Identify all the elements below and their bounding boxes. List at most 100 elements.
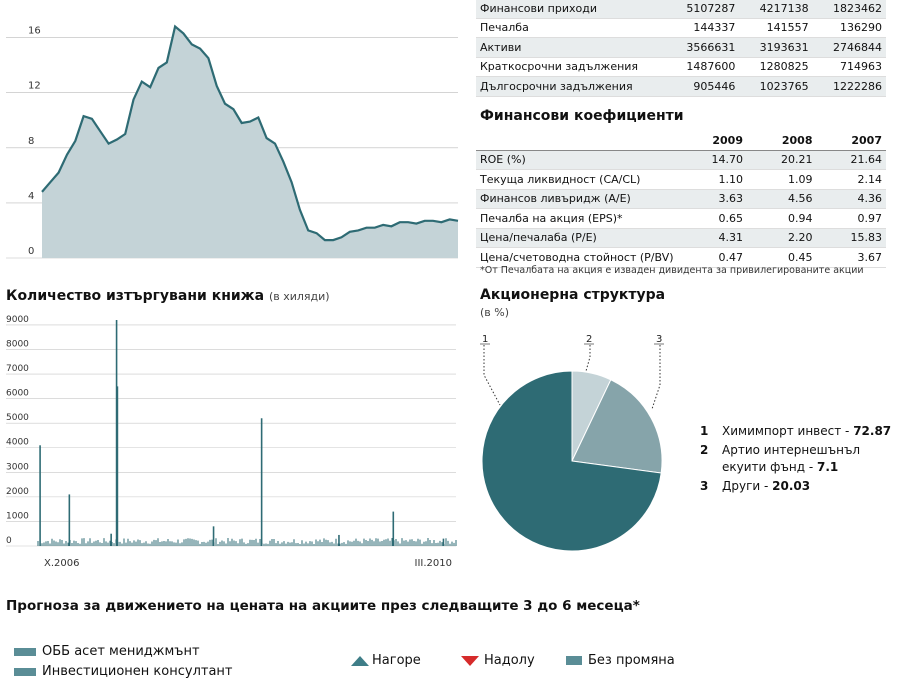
table-cell-value: 1487600 — [666, 57, 740, 77]
shareholders-subtitle: (в %) — [480, 306, 510, 319]
pie-legend-label: Артио интернешънъл — [722, 443, 861, 457]
price-line — [41, 24, 459, 242]
pie-callout-leader — [585, 345, 591, 372]
table-cell-label: ROE (%) — [476, 150, 678, 170]
table-row: Цена/печалаба (P/E) 4.31 2.20 15.83 — [476, 228, 886, 248]
table-cell-label: Печалба на акция (EPS)* — [476, 208, 678, 229]
table-row: Финансов ливъридж (A/E) 3.63 4.56 4.36 — [476, 189, 886, 209]
table-cell-value: 0.47 — [677, 247, 747, 268]
price-chart: 0 4 8 12 16 — [6, 24, 459, 259]
table-cell-label: Цена/печалаба (P/E) — [476, 228, 678, 248]
year-header: 2009 — [677, 131, 747, 151]
table-cell-value: 3193631 — [739, 37, 813, 58]
table-cell-value: 0.97 — [816, 208, 886, 229]
table-cell-value: 2.14 — [816, 169, 886, 190]
pie-legend-label: екуити фънд - — [722, 460, 817, 474]
table-cell-label: Краткосрочни задължения — [476, 57, 666, 77]
pie-callout-leader — [483, 345, 501, 406]
forecast-title: Прогноза за движението на цената на акци… — [6, 598, 640, 614]
volume-tick-label: 8000 — [6, 339, 29, 349]
pie-callout-number: 2 — [586, 334, 592, 345]
volume-chart: 0 1000 2000 3000 4000 5000 6000 7000 8000 9000 X.2… — [6, 315, 457, 569]
table-cell-value: 141557 — [739, 18, 813, 38]
table-cell-value: 0.65 — [677, 208, 747, 229]
table-cell-value: 2746844 — [812, 37, 886, 58]
table-cell-value: 3.63 — [677, 189, 747, 209]
volume-subtitle: (в хиляди) — [268, 290, 330, 303]
ratios-table: 2009 2008 2007 ROE (%) 14.70 20.21 21.64 Текуща… — [476, 131, 886, 268]
table-cell-label: Дългосрочни задължения — [476, 76, 666, 97]
volume-tick-label: 7000 — [6, 364, 29, 374]
pie-slice-3 — [571, 379, 663, 474]
volume-title-text: Количество изтъргувани книжа — [6, 288, 265, 304]
table-cell-value: 21.64 — [816, 150, 886, 170]
pie-legend: 1 Химимпорт инвест - 72.87 2 Артио интернеш… — [700, 423, 891, 497]
volume-chart-title: Количество изтъргувани книжа (в хиляди) — [6, 288, 330, 304]
table-cell-value: 1280825 — [739, 57, 813, 77]
table-header-row: 2009 2008 2007 — [476, 131, 886, 151]
pie-callout-number: 1 — [482, 334, 488, 345]
table-row: Краткосрочни задължения 1487600 1280825 714… — [476, 57, 886, 77]
legend-flat: Без промяна — [566, 653, 675, 668]
pie-legend-number: 2 — [700, 443, 709, 457]
pie-legend-label-line2: екуити фънд - 7.1 — [700, 459, 891, 476]
volume-tick-label: 0 — [6, 536, 12, 546]
table-cell-value: 1222286 — [812, 76, 886, 97]
price-tick-label: 12 — [28, 81, 41, 92]
price-tick-label: 4 — [28, 191, 34, 202]
table-row: Дългосрочни задължения 905446 1023765 12222… — [476, 76, 886, 97]
table-row: Цена/счетоводна стойност (P/BV) 0.47 0.45 3… — [476, 247, 886, 268]
analyst-swatch — [14, 647, 36, 656]
analyst-row-1: ОББ асет мениджмънт — [14, 644, 200, 659]
table-cell-value: 136290 — [812, 18, 886, 38]
pie-legend-value: 20.03 — [772, 479, 811, 493]
volume-tick-label: 6000 — [6, 389, 29, 399]
table-cell-value: 3566631 — [666, 37, 740, 58]
volume-tick-label: 3000 — [6, 462, 29, 472]
volume-tick-label: 2000 — [6, 487, 29, 497]
price-tick-label: 16 — [28, 26, 41, 37]
pie-legend-label: Други - — [722, 479, 773, 493]
table-cell-label: Финансови приходи — [476, 0, 666, 19]
table-cell-value: 4.31 — [677, 228, 747, 248]
volume-tick-label: 4000 — [6, 438, 29, 448]
pie-legend-label: Химимпорт инвест - — [722, 424, 854, 438]
table-row: Активи 3566631 3193631 2746844 — [476, 37, 886, 58]
triangle-up-icon — [351, 655, 369, 666]
table-row: Печалба 144337 141557 136290 — [476, 18, 886, 38]
table-cell-value: 15.83 — [816, 228, 886, 248]
table-cell-value: 144337 — [666, 18, 740, 38]
table-cell-value: 0.94 — [747, 208, 817, 229]
legend-down-label: Надолу — [484, 653, 535, 668]
pie-legend-item: 2 Артио интернешънъл екуити фънд - 7.1 — [700, 442, 891, 476]
table-row: ROE (%) 14.70 20.21 21.64 — [476, 150, 886, 170]
volume-tick-label: 9000 — [6, 315, 29, 325]
table-row: Финансови приходи 5107287 4217138 1823462 — [476, 0, 886, 19]
ratios-footnote: *От Печалбата на акция е изваден дивиден… — [480, 265, 864, 276]
shareholders-pie: 1 2 3 — [480, 334, 664, 552]
volume-tick-label: 5000 — [6, 413, 29, 423]
pie-slice-1 — [481, 370, 662, 552]
flat-swatch-icon — [566, 656, 582, 665]
table-cell-value: 0.45 — [747, 247, 817, 268]
table-cell-label: Печалба — [476, 18, 666, 38]
pie-legend-number: 1 — [700, 424, 709, 438]
table-cell-label: Цена/счетоводна стойност (P/BV) — [476, 247, 678, 268]
table-row: Печалба на акция (EPS)* 0.65 0.94 0.97 — [476, 208, 886, 229]
legend-flat-label: Без промяна — [588, 653, 675, 668]
table-row: Текуща ликвидност (CA/CL) 1.10 1.09 2.14 — [476, 169, 886, 190]
pie-callout-leader — [651, 345, 661, 410]
table-cell-value: 4217138 — [739, 0, 813, 19]
price-tick-label: 0 — [28, 246, 34, 257]
table-cell-value: 4.56 — [747, 189, 817, 209]
table-cell-value: 3.67 — [816, 247, 886, 268]
pie-legend-number: 3 — [700, 479, 709, 493]
table-cell-value: 5107287 — [666, 0, 740, 19]
table-cell-label: Финансов ливъридж (A/E) — [476, 189, 678, 209]
pie-legend-value: 72.87 — [853, 424, 892, 438]
legend-up-label: Нагоре — [372, 653, 421, 668]
analyst-label: ОББ асет мениджмънт — [42, 644, 200, 659]
table-cell-value: 1023765 — [739, 76, 813, 97]
year-header: 2008 — [747, 131, 817, 151]
pie-legend-item: 3 Други - 20.03 — [700, 478, 891, 495]
